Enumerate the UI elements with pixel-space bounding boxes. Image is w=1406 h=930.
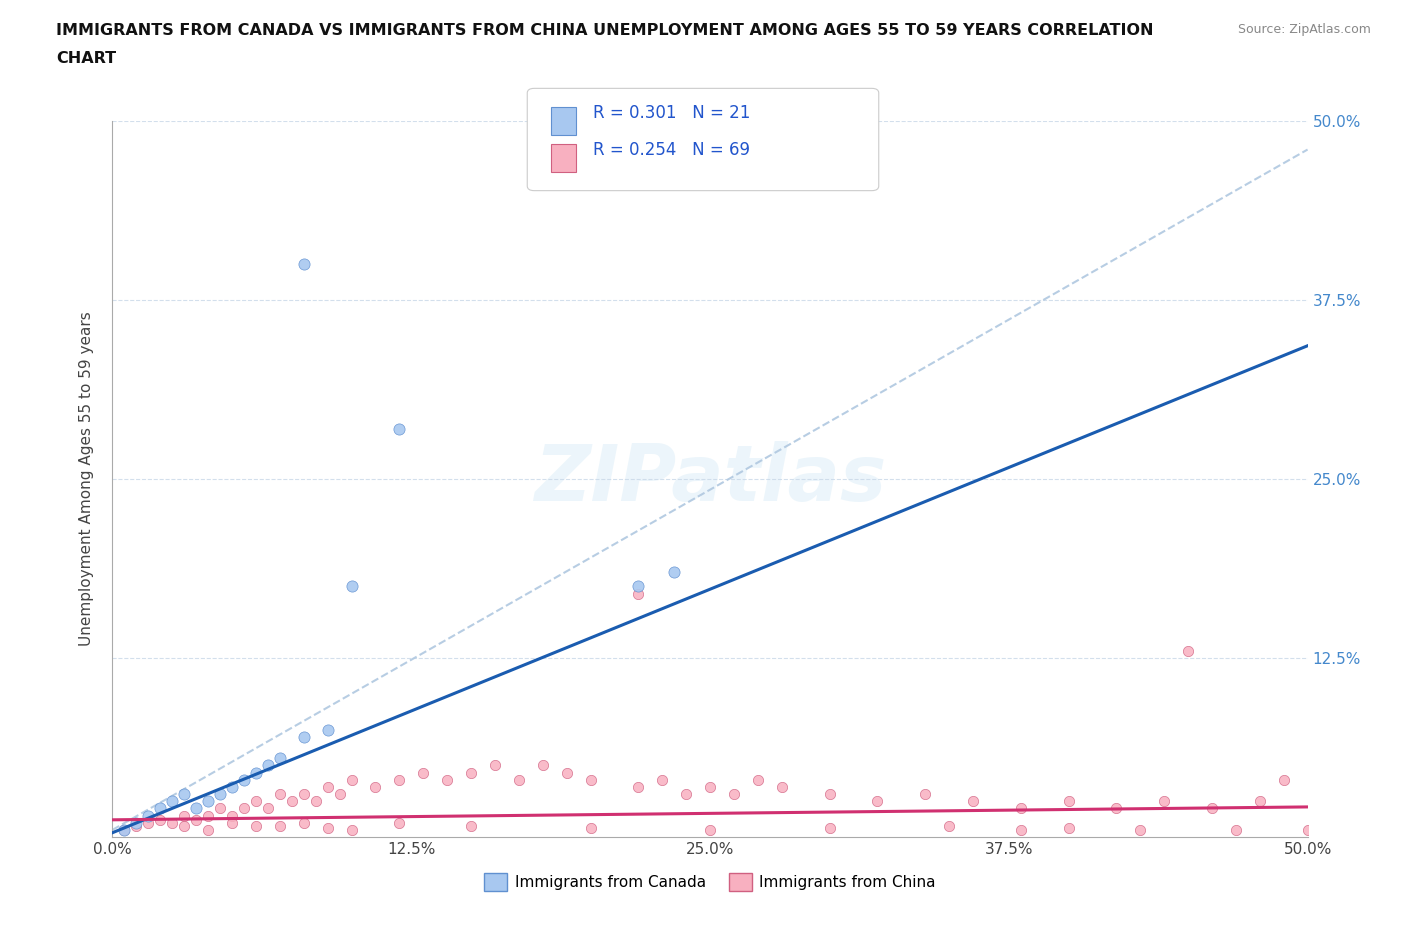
Point <box>436 772 458 787</box>
Text: CHART: CHART <box>56 51 117 66</box>
Point <box>962 794 984 809</box>
Point <box>1153 794 1175 809</box>
Point <box>269 787 291 802</box>
Point <box>460 818 482 833</box>
Point <box>747 772 769 787</box>
Point <box>173 808 195 823</box>
Point <box>340 578 363 594</box>
Point <box>162 816 183 830</box>
Text: R = 0.301   N = 21: R = 0.301 N = 21 <box>593 104 751 122</box>
Point <box>292 816 315 830</box>
Point <box>1201 801 1223 816</box>
Point <box>173 818 195 833</box>
Point <box>149 801 172 816</box>
Point <box>245 765 267 780</box>
Point <box>269 751 291 765</box>
Point <box>340 822 363 837</box>
Point <box>209 801 232 816</box>
Point <box>1249 794 1271 809</box>
Point <box>125 816 148 830</box>
Point <box>699 822 721 837</box>
Point <box>627 586 650 601</box>
Point <box>364 779 387 794</box>
Point <box>699 779 721 794</box>
Text: R = 0.254   N = 69: R = 0.254 N = 69 <box>593 141 751 159</box>
Legend: Immigrants from Canada, Immigrants from China: Immigrants from Canada, Immigrants from … <box>478 867 942 897</box>
Point <box>209 787 232 802</box>
Point <box>197 822 219 837</box>
Text: IMMIGRANTS FROM CANADA VS IMMIGRANTS FROM CHINA UNEMPLOYMENT AMONG AGES 55 TO 59: IMMIGRANTS FROM CANADA VS IMMIGRANTS FRO… <box>56 23 1154 38</box>
Point <box>1010 801 1032 816</box>
Point <box>257 758 280 773</box>
Point <box>1010 822 1032 837</box>
Point <box>114 822 135 837</box>
Point <box>866 794 889 809</box>
Point <box>531 758 554 773</box>
Point <box>149 813 172 828</box>
Point <box>292 787 315 802</box>
Point <box>197 808 219 823</box>
Point <box>555 765 578 780</box>
Point <box>460 765 482 780</box>
Point <box>316 722 339 737</box>
Point <box>269 818 291 833</box>
Point <box>292 257 315 272</box>
Text: Source: ZipAtlas.com: Source: ZipAtlas.com <box>1237 23 1371 36</box>
Point <box>412 765 434 780</box>
Point <box>186 801 208 816</box>
Point <box>221 779 243 794</box>
Point <box>664 565 686 579</box>
Point <box>186 813 208 828</box>
Point <box>197 794 219 809</box>
Point <box>257 801 280 816</box>
Point <box>125 818 148 833</box>
Point <box>173 787 195 802</box>
Point <box>1225 822 1247 837</box>
Point <box>1057 821 1080 836</box>
Point <box>305 794 328 809</box>
Point <box>138 808 160 823</box>
Point <box>1057 794 1080 809</box>
Point <box>579 821 602 836</box>
Point <box>281 794 304 809</box>
Point <box>245 794 267 809</box>
Point <box>388 421 411 436</box>
Point <box>162 794 183 809</box>
Point <box>388 772 411 787</box>
Point <box>723 787 745 802</box>
Point <box>329 787 352 802</box>
Point <box>508 772 530 787</box>
Point <box>221 808 243 823</box>
Point <box>914 787 936 802</box>
Point <box>579 772 602 787</box>
Point <box>292 729 315 744</box>
Point <box>233 801 256 816</box>
Point <box>675 787 697 802</box>
Point <box>245 818 267 833</box>
Point <box>1177 644 1199 658</box>
Point <box>316 779 339 794</box>
Point <box>770 779 793 794</box>
Point <box>484 758 506 773</box>
Point <box>818 821 841 836</box>
Point <box>340 772 363 787</box>
Point <box>388 816 411 830</box>
Point <box>1105 801 1128 816</box>
Point <box>233 772 256 787</box>
Point <box>627 779 650 794</box>
Point <box>138 816 160 830</box>
Point <box>1272 772 1295 787</box>
Point <box>114 822 135 837</box>
Point <box>818 787 841 802</box>
Point <box>1296 822 1319 837</box>
Point <box>938 818 960 833</box>
Y-axis label: Unemployment Among Ages 55 to 59 years: Unemployment Among Ages 55 to 59 years <box>79 312 94 646</box>
Point <box>651 772 673 787</box>
Point <box>627 578 650 594</box>
Text: ZIPatlas: ZIPatlas <box>534 441 886 517</box>
Point <box>1129 822 1152 837</box>
Point <box>221 816 243 830</box>
Point <box>316 821 339 836</box>
